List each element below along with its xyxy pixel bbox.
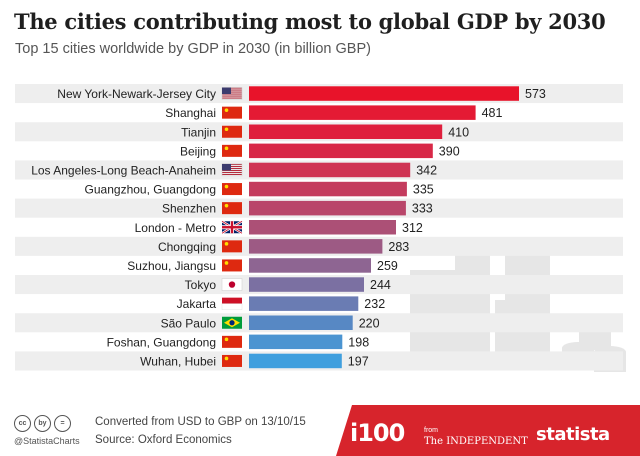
attribution-icon: by [34, 415, 51, 432]
bar [249, 124, 443, 139]
value-label: 410 [448, 125, 469, 139]
bar [249, 162, 411, 178]
flag-cn-icon [222, 335, 242, 348]
conversion-note: Converted from USD to GBP on 13/10/15 [95, 416, 306, 428]
bar [249, 334, 343, 350]
category-label: Wuhan, Hubei [140, 355, 216, 369]
chart-rows: New York-Newark-Jersey City 573 Shanghai 48… [15, 84, 623, 371]
bar [249, 258, 371, 273]
flag-cn-icon [222, 106, 242, 119]
page-subtitle: Top 15 cities worldwide by GDP in 2030 (… [15, 41, 371, 57]
category-label: Guangzhou, Guangdong [85, 183, 216, 197]
category-label: Los Angeles-Long Beach-Anaheim [31, 164, 216, 178]
flag-cn-icon [222, 183, 242, 196]
category-label: São Paulo [161, 316, 217, 330]
cc-icon: cc [14, 415, 31, 432]
footer: cc by = @StatistaCharts Converted from U… [0, 405, 640, 456]
page-title: The cities contributing most to global G… [14, 9, 606, 34]
bar [249, 181, 407, 197]
category-label: Tokyo [185, 278, 217, 292]
i100-logo[interactable]: i100 [350, 419, 405, 447]
twitter-handle[interactable]: @StatistaCharts [14, 436, 80, 446]
flag-us-icon [221, 163, 243, 177]
independent-from-label: from [424, 427, 438, 434]
flag-cn-icon [222, 354, 242, 367]
category-label: Suzhou, Jiangsu [127, 259, 216, 273]
bar [249, 143, 433, 159]
value-label: 312 [402, 221, 423, 235]
flag-cn-icon [222, 202, 242, 215]
value-label: 259 [377, 259, 398, 273]
value-label: 232 [364, 297, 385, 311]
category-label: Shanghai [165, 106, 216, 120]
bar [249, 105, 476, 120]
value-label: 333 [412, 202, 433, 216]
value-label: 220 [359, 316, 380, 330]
category-label: Foshan, Guangdong [107, 335, 216, 349]
flag-cn-icon [222, 259, 242, 272]
category-label: Chongqing [158, 240, 216, 254]
bar-chart: New York-Newark-Jersey City 573 Shanghai 48… [15, 84, 626, 372]
bar [249, 277, 364, 292]
creative-commons-icons: cc by = [14, 415, 71, 432]
category-label: New York-Newark-Jersey City [57, 87, 216, 101]
value-label: 342 [416, 164, 437, 178]
category-label: Shenzhen [162, 202, 216, 216]
bar [249, 220, 396, 235]
flag-br-icon [222, 316, 242, 329]
bar [249, 315, 353, 330]
value-label: 573 [525, 87, 546, 101]
bar [249, 353, 342, 369]
category-label: Jakarta [177, 297, 217, 311]
no-derivatives-icon: = [54, 415, 71, 432]
flag-cn-icon [222, 144, 242, 157]
value-label: 390 [439, 144, 460, 158]
flag-us-icon [221, 87, 243, 100]
category-label: London - Metro [135, 221, 217, 235]
value-label: 197 [348, 355, 369, 369]
category-label: Tianjin [181, 125, 216, 139]
flag-id-icon [221, 297, 243, 310]
statista-logo[interactable]: statista [536, 424, 610, 445]
flag-cn-icon [222, 125, 242, 138]
bar [249, 239, 383, 254]
category-label: Beijing [180, 144, 216, 158]
bar [249, 296, 359, 311]
value-label: 283 [388, 240, 409, 254]
independent-logo[interactable]: The INDEPENDENT [424, 436, 528, 447]
source-note: Source: Oxford Economics [95, 434, 232, 446]
building-shape [455, 240, 490, 370]
flag-jp-icon [221, 278, 243, 291]
bar [249, 86, 519, 101]
value-label: 481 [482, 106, 503, 120]
value-label: 198 [348, 335, 369, 349]
flag-cn-icon [222, 240, 242, 253]
bar [249, 200, 406, 216]
value-label: 335 [413, 183, 434, 197]
footer-background [336, 405, 640, 456]
flag-uk-icon [221, 220, 243, 235]
value-label: 244 [370, 278, 391, 292]
